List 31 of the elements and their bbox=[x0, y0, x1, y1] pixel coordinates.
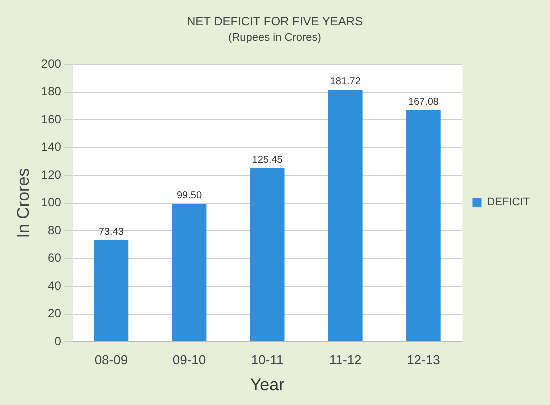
bar bbox=[172, 204, 207, 342]
x-tick-label: 12-13 bbox=[407, 352, 440, 368]
y-tick-label: 80 bbox=[48, 223, 62, 238]
text: 99.50 bbox=[176, 190, 202, 202]
y-tick-label: 40 bbox=[48, 278, 62, 293]
text: 73.43 bbox=[98, 226, 124, 238]
legend-label: DEFICIT bbox=[487, 196, 530, 209]
y-tick-label: 160 bbox=[41, 112, 62, 126]
y-tick-label: 0 bbox=[54, 334, 62, 348]
y-tick-label: 60 bbox=[48, 251, 62, 266]
x-tick-label: 08-09 bbox=[94, 352, 128, 368]
bar bbox=[328, 90, 363, 342]
y-tick-label: 140 bbox=[41, 140, 62, 154]
y-tick-label: 120 bbox=[41, 168, 62, 182]
y-tick-label: 20 bbox=[48, 306, 62, 321]
chart-subtitle: (Rupees in Crores) bbox=[228, 32, 322, 44]
x-tick-label: 09-10 bbox=[172, 352, 206, 368]
chart-title: NET DEFICIT FOR FIVE YEARS bbox=[186, 14, 364, 29]
text: 125.45 bbox=[252, 154, 283, 166]
y-tick-label: 180 bbox=[41, 84, 62, 99]
x-tick-label: 10-11 bbox=[251, 352, 284, 368]
x-axis-title: Year bbox=[250, 375, 286, 394]
bar bbox=[250, 168, 285, 342]
bar bbox=[406, 110, 441, 342]
text: 181.72 bbox=[330, 76, 361, 88]
y-axis-title: In Crores bbox=[14, 168, 33, 238]
y-tick-label: 200 bbox=[41, 56, 62, 71]
text: 167.08 bbox=[408, 97, 439, 108]
x-tick-label: 11-12 bbox=[329, 352, 362, 368]
y-tick-label: 100 bbox=[41, 196, 62, 210]
bar bbox=[94, 240, 129, 342]
